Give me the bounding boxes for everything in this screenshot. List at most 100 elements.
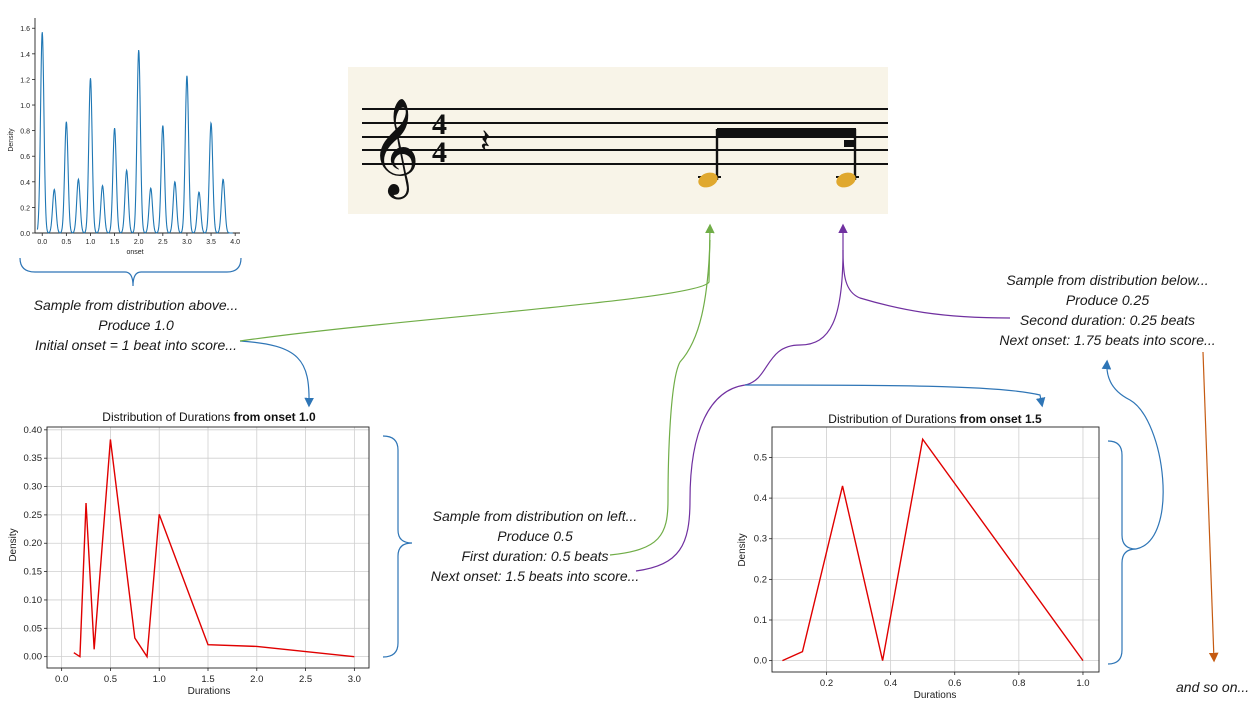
brace-onset — [19, 257, 242, 287]
onset-xlabel: onset — [126, 249, 143, 256]
y-tick-label: 1.2 — [20, 77, 30, 84]
note-1-head — [698, 172, 718, 188]
beam-primary — [717, 128, 856, 137]
annotation-right-line2: Produce 0.25 — [1065, 292, 1150, 308]
x-tick-label: 1.0 — [1076, 678, 1089, 689]
arrow-purple-right — [842, 249, 1011, 319]
chart1-series-line — [73, 439, 355, 659]
x-tick-label: 3.5 — [206, 239, 216, 246]
and-so-on-label: and so on... — [1176, 679, 1250, 695]
chart1-xlabel: Durations — [188, 686, 231, 695]
y-tick-label: 0.0 — [20, 231, 30, 238]
quarter-rest-icon: 𝄽 — [480, 122, 490, 162]
annotation-middle-line4: Next onset: 1.5 beats into score... — [430, 568, 640, 584]
arrow-blue-loop — [1101, 359, 1164, 550]
y-tick-label: 0.30 — [24, 482, 43, 493]
annotation-left: Sample from distribution above... Produc… — [16, 295, 256, 355]
arrow-orange-continue — [1202, 351, 1219, 663]
x-tick-label: 1.5 — [201, 674, 214, 685]
annotation-right-line3: Second duration: 0.25 beats — [1019, 312, 1196, 328]
staff-lines — [362, 108, 888, 165]
y-tick-label: 0.6 — [20, 154, 30, 161]
durations-chart-onset-1-5: Distribution of Durations from onset 1.5… — [737, 412, 1100, 700]
x-tick-label: 0.6 — [948, 678, 961, 689]
y-tick-label: 1.4 — [20, 52, 30, 59]
y-tick-label: 1.6 — [20, 26, 30, 33]
x-tick-label: 0.8 — [1012, 678, 1025, 689]
treble-clef-icon: 𝄞 — [370, 97, 420, 199]
x-tick-label: 0.0 — [55, 674, 68, 685]
annotation-left-line1: Sample from distribution above... — [33, 297, 239, 313]
y-tick-label: 0.15 — [24, 567, 43, 578]
beam-secondary — [844, 140, 856, 147]
annotation-right-line1: Sample from distribution below... — [1006, 272, 1209, 288]
chart2-ylabel: Density — [737, 533, 748, 566]
onset-density-line — [36, 32, 233, 234]
music-score: 𝄞 4 4 𝄽 — [348, 67, 888, 214]
y-tick-label: 0.4 — [754, 493, 767, 504]
x-tick-label: 4.0 — [230, 239, 240, 246]
y-tick-label: 0.05 — [24, 623, 43, 634]
chart1-ylabel: Density — [8, 528, 19, 561]
arrow-blue-to-chart2 — [744, 384, 1046, 408]
x-tick-label: 2.5 — [299, 674, 312, 685]
chart2-series-line — [782, 437, 1084, 662]
x-tick-label: 3.0 — [182, 239, 192, 246]
note-2-head — [836, 172, 856, 188]
x-tick-label: 0.5 — [104, 674, 117, 685]
x-tick-label: 2.5 — [158, 239, 168, 246]
y-tick-label: 1.0 — [20, 103, 30, 110]
y-tick-label: 0.40 — [24, 425, 43, 436]
x-tick-label: 3.0 — [348, 674, 361, 685]
onset-density-chart: Density onset 0.0 0.5 1.0 1.5 2.0 2.5 3.0 3.5 4.… — [8, 18, 240, 256]
x-tick-label: 1.0 — [153, 674, 166, 685]
x-tick-label: 1.5 — [110, 239, 120, 246]
y-tick-label: 0.2 — [20, 205, 30, 212]
plot-frame — [771, 426, 1100, 673]
arrow-purple-middle — [635, 223, 848, 572]
y-tick-label: 0.4 — [20, 180, 30, 187]
brace-chart1 — [382, 435, 413, 658]
annotation-right-line4: Next onset: 1.75 beats into score... — [999, 332, 1216, 348]
y-tick-label: 0.1 — [754, 615, 767, 626]
y-tick-label: 0.2 — [754, 574, 767, 585]
x-tick-label: 1.0 — [86, 239, 96, 246]
time-signature-bottom: 4 — [432, 136, 447, 169]
annotation-right: Sample from distribution below... Produc… — [985, 270, 1230, 350]
score-svg: 𝄞 4 4 𝄽 — [362, 97, 888, 199]
annotation-middle-line1: Sample from distribution on left... — [432, 508, 638, 524]
y-tick-label: 0.0 — [754, 656, 767, 667]
y-tick-label: 0.20 — [24, 538, 43, 549]
y-tick-label: 0.25 — [24, 510, 43, 521]
chart2-title: Distribution of Durations from onset 1.5 — [828, 412, 1042, 426]
x-tick-label: 0.5 — [61, 239, 71, 246]
annotation-middle-line2: Produce 0.5 — [497, 528, 573, 544]
time-signature-top: 4 — [432, 108, 447, 141]
x-tick-label: 2.0 — [134, 239, 144, 246]
arrow-left-to-chart1 — [239, 340, 314, 408]
x-tick-label: 0.0 — [37, 239, 47, 246]
y-tick-label: 0.10 — [24, 595, 43, 606]
onset-ylabel: Density — [8, 128, 15, 152]
durations-chart-onset-1: Distribution of Durations from onset 1.0… — [8, 410, 370, 695]
y-tick-label: 0.8 — [20, 129, 30, 136]
y-tick-label: 0.00 — [24, 652, 43, 663]
brace-chart2 — [1107, 440, 1137, 665]
arrow-green-first-note — [239, 223, 715, 342]
chart1-title: Distribution of Durations from onset 1.0 — [102, 410, 316, 424]
x-tick-label: 0.2 — [820, 678, 833, 689]
y-tick-label: 0.3 — [754, 534, 767, 545]
annotation-left-line3: Initial onset = 1 beat into score... — [35, 337, 237, 353]
annotation-middle-line3: First duration: 0.5 beats — [461, 548, 609, 564]
y-tick-label: 0.5 — [754, 452, 767, 463]
plot-frame — [46, 426, 370, 669]
y-tick-label: 0.35 — [24, 453, 43, 464]
x-tick-label: 0.4 — [884, 678, 897, 689]
arrow-green-middle — [609, 239, 711, 556]
x-tick-label: 2.0 — [250, 674, 263, 685]
annotation-middle: Sample from distribution on left... Prod… — [410, 506, 660, 586]
chart2-xlabel: Durations — [914, 690, 957, 700]
annotation-left-line2: Produce 1.0 — [98, 317, 174, 333]
